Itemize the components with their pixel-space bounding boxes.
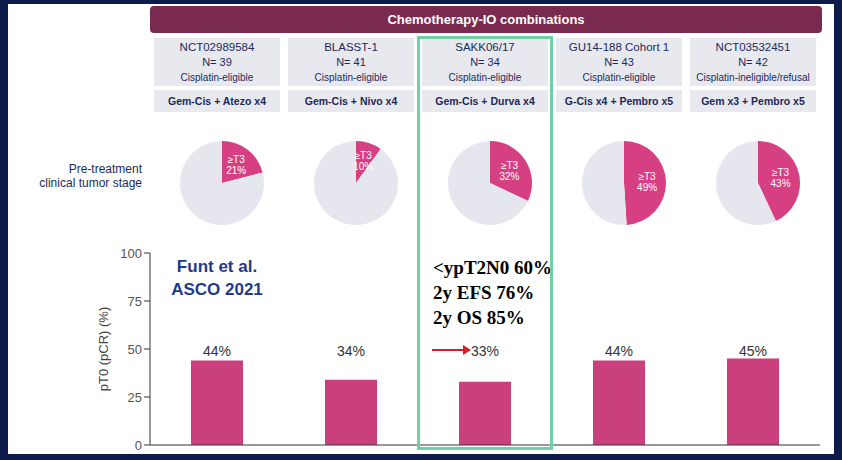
- html-text:clinical tumor stage: clinical tumor stage: [39, 176, 142, 190]
- html-text:N= 41: N= 41: [336, 56, 366, 68]
- html-text:Pre-treatment: Pre-treatment: [68, 162, 142, 176]
- html-text:NCT02989584: NCT02989584: [179, 41, 255, 53]
- svg-text:≥T332%: ≥T332%: [499, 160, 519, 182]
- svg-text:44%: 44%: [605, 343, 633, 359]
- svg-text:34%: 34%: [337, 343, 365, 359]
- svg-text:≥T310%: ≥T310%: [353, 150, 373, 172]
- html-text:N= 39: N= 39: [202, 56, 232, 68]
- html-text:GU14-188 Cohort 1: GU14-188 Cohort 1: [568, 41, 670, 53]
- svg-text:33%: 33%: [471, 343, 499, 359]
- html-text:<ypT2N0 60%: <ypT2N0 60%: [433, 257, 552, 278]
- svg-text:≥T349%: ≥T349%: [637, 171, 657, 193]
- svg-text:45%: 45%: [739, 343, 767, 359]
- html-text:Cisplatin-eligible: Cisplatin-eligible: [448, 72, 522, 83]
- html-text:Cisplatin-ineligible/refusal: Cisplatin-ineligible/refusal: [696, 72, 810, 83]
- svg-text:75: 75: [128, 294, 142, 309]
- html-text:N= 42: N= 42: [738, 56, 768, 68]
- html-text:BLASST-1: BLASST-1: [324, 41, 378, 53]
- html-text:N= 43: N= 43: [604, 56, 634, 68]
- html-text:2y EFS 76%: 2y EFS 76%: [433, 282, 535, 303]
- html-text:Gem-Cis + Durva x4: Gem-Cis + Durva x4: [435, 95, 535, 107]
- svg-text:100: 100: [120, 246, 142, 261]
- svg-text:0: 0: [135, 438, 142, 453]
- html-text:Gem-Cis + Nivo x4: Gem-Cis + Nivo x4: [304, 95, 398, 107]
- svg-text:25: 25: [128, 390, 142, 405]
- svg-text:≥T321%: ≥T321%: [226, 154, 246, 176]
- html-text:Cisplatin-eligible: Cisplatin-eligible: [180, 72, 254, 83]
- html-text:Gem-Cis + Atezo x4: Gem-Cis + Atezo x4: [168, 95, 266, 107]
- html-text:Cisplatin-eligible: Cisplatin-eligible: [314, 72, 388, 83]
- html-text:Gem x3 + Pembro x5: Gem x3 + Pembro x5: [701, 95, 805, 107]
- html-text:Cisplatin-eligible: Cisplatin-eligible: [582, 72, 656, 83]
- html-text:SAKK06/17: SAKK06/17: [455, 41, 515, 53]
- html-text:2y OS 85%: 2y OS 85%: [433, 307, 525, 328]
- html-text:ASCO 2021: ASCO 2021: [171, 280, 263, 299]
- svg-text:pT0 (pCR) (%): pT0 (pCR) (%): [96, 307, 111, 392]
- html-text:Funt et al.: Funt et al.: [176, 257, 258, 276]
- html-text:N= 34: N= 34: [470, 56, 500, 68]
- html-text:G-Cis x4 + Pembro x5: G-Cis x4 + Pembro x5: [564, 95, 674, 107]
- svg-text:≥T343%: ≥T343%: [771, 167, 791, 189]
- html-text:Chemotherapy-IO combinations: Chemotherapy-IO combinations: [387, 12, 585, 27]
- html-text:NCT03532451: NCT03532451: [715, 41, 791, 53]
- svg-text:44%: 44%: [203, 343, 231, 359]
- svg-text:50: 50: [128, 342, 142, 357]
